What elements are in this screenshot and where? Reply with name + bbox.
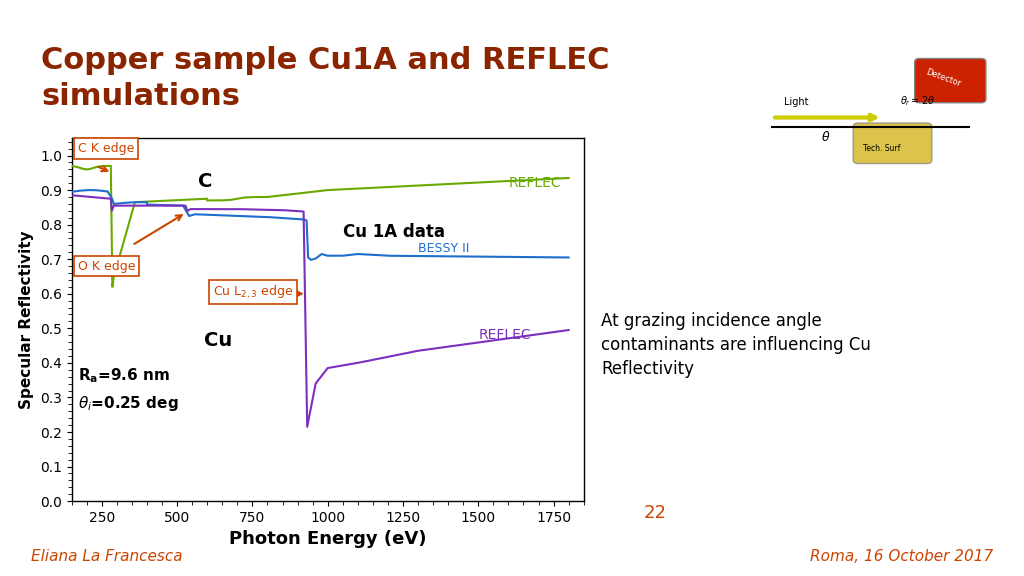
Text: At grazing incidence angle
contaminants are influencing Cu
Reflectivity: At grazing incidence angle contaminants …	[601, 312, 871, 378]
Text: C: C	[199, 172, 213, 191]
Text: Cu L$_{2,3}$ edge: Cu L$_{2,3}$ edge	[213, 283, 294, 301]
Text: $\mathbf{R_a}$=9.6 nm: $\mathbf{R_a}$=9.6 nm	[78, 366, 170, 385]
Y-axis label: Specular Reflectivity: Specular Reflectivity	[19, 230, 35, 409]
Text: C K edge: C K edge	[78, 142, 134, 155]
Text: Tech. Surf: Tech. Surf	[863, 143, 900, 153]
Text: Detector: Detector	[925, 67, 963, 88]
Text: Copper sample Cu1A and REFLEC
simulations: Copper sample Cu1A and REFLEC simulation…	[41, 46, 609, 111]
Text: $\theta_r=2\theta$: $\theta_r=2\theta$	[900, 94, 935, 108]
Text: REFLEC: REFLEC	[478, 328, 530, 342]
Text: BESSY II: BESSY II	[418, 242, 469, 255]
Text: Cu: Cu	[204, 331, 232, 350]
Text: Eliana La Francesca: Eliana La Francesca	[31, 550, 182, 564]
Text: $\theta$: $\theta$	[821, 131, 830, 145]
X-axis label: Photon Energy (eV): Photon Energy (eV)	[229, 530, 426, 548]
Text: 22: 22	[644, 505, 667, 522]
Text: Roma, 16 October 2017: Roma, 16 October 2017	[810, 550, 993, 564]
Text: $\theta_i$=0.25 deg: $\theta_i$=0.25 deg	[78, 394, 178, 413]
Text: O K edge: O K edge	[78, 260, 135, 272]
FancyBboxPatch shape	[914, 59, 986, 103]
Text: Light: Light	[784, 97, 809, 107]
Text: Cu 1A data: Cu 1A data	[343, 223, 444, 241]
FancyBboxPatch shape	[853, 123, 932, 164]
Text: REFLEC: REFLEC	[508, 176, 561, 190]
